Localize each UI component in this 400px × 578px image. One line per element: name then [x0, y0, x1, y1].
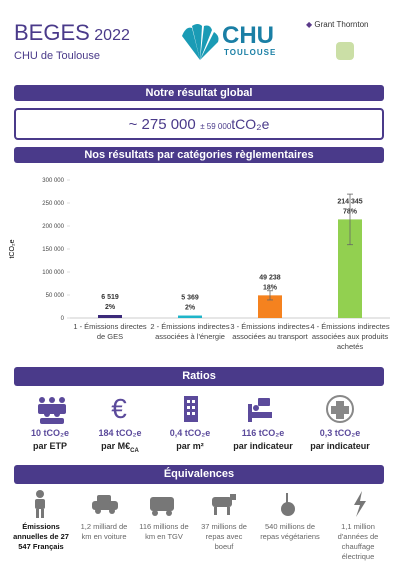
equivalence-text: 37 millions de repas avec boeuf [201, 522, 247, 551]
x-tick-label: 3 - Émissions indirectes associées au tr… [230, 322, 310, 341]
global-box: ~ 275 000 ± 59 000tCO₂e [14, 108, 384, 140]
share-label: 2% [105, 304, 116, 311]
partner-name: Grant Thornton [314, 20, 369, 29]
section-banner: Notre résultat global [14, 85, 384, 101]
equivalence-text: 1,1 million d'années de chauffage électr… [337, 522, 379, 561]
x-tick-label: 2 - Émissions indirectes associées à l'é… [150, 322, 230, 341]
ratio-icons: € [38, 393, 354, 424]
partner-logo [336, 42, 354, 60]
y-tick-label: 100 000 [42, 270, 64, 276]
global-value: ~ 275 000 [128, 116, 196, 133]
equivalence-text: 540 millions de repas végétariens [260, 522, 320, 541]
ratio-unit: par indicateur [310, 441, 370, 451]
value-label: 5 369 [181, 295, 199, 302]
ratio-unit-sub: CA [130, 447, 139, 454]
ratio-value: 0,3 tCO₂e [319, 428, 361, 438]
ratio-unit: par ETP [32, 441, 67, 451]
section-banner: Nos résultats par catégories règlementai… [14, 147, 384, 163]
y-tick-label: 150 000 [42, 247, 64, 253]
subtitle: CHU de Toulouse [14, 50, 101, 62]
share-label: 78% [343, 208, 358, 215]
logo-text: CHU [222, 22, 274, 49]
global-uncertainty: ± 59 000 [200, 122, 232, 131]
year: 2022 [94, 27, 130, 44]
share-label: 18% [263, 284, 278, 291]
logo-sub: TOULOUSE [224, 48, 277, 57]
section-banner: Équivalences [14, 465, 384, 484]
global-unit: tCO₂e [231, 116, 270, 132]
share-label: 2% [185, 305, 196, 312]
equivalence-icons [35, 490, 366, 518]
equivalence-text: Émissions annuelles de 27 547 Français [13, 522, 69, 551]
y-tick-label: 300 000 [42, 178, 64, 184]
ratio-value: 0,4 tCO₂e [169, 428, 211, 438]
y-tick-label: 50 000 [46, 293, 65, 299]
bar [258, 295, 282, 318]
header-title: BEGES 2022 [14, 20, 130, 46]
y-tick-label: 0 [61, 316, 65, 322]
ratio-value: 184 tCO₂e [98, 428, 142, 438]
logo-shell [182, 24, 219, 60]
section-banner: Ratios [14, 367, 384, 386]
equivalence-text: 1,2 milliard de km en voiture [80, 522, 128, 541]
chart: tCO₂e 0 50 000 100 000 150 000 200 000 250 00… [9, 178, 390, 322]
bar [178, 315, 202, 318]
x-tick-label: 4 - Émissions indirectes associées aux p… [310, 322, 390, 351]
y-tick-label: 200 000 [42, 224, 64, 230]
ratio-value: 116 tCO₂e [241, 428, 285, 438]
title: BEGES [14, 20, 90, 45]
y-axis-label: tCO₂e [9, 239, 16, 258]
ratio-value: 10 tCO₂e [30, 428, 69, 438]
svg-text:€: € [111, 393, 127, 424]
equivalence-text: 116 millions de km en TGV [139, 522, 189, 541]
value-label: 6 519 [101, 294, 119, 301]
value-label: 214 345 [337, 198, 362, 205]
partner: ◆ Grant Thornton [306, 20, 369, 29]
ratio-unit: par indicateur [233, 441, 293, 451]
y-tick-label: 250 000 [42, 201, 64, 207]
value-label: 49 238 [259, 274, 281, 281]
bar [98, 315, 122, 318]
ratio-unit: par m² [176, 441, 204, 451]
x-tick-label: 1 - Émissions directes de GES [73, 322, 147, 341]
ratio-unit: par M€ [101, 441, 131, 451]
